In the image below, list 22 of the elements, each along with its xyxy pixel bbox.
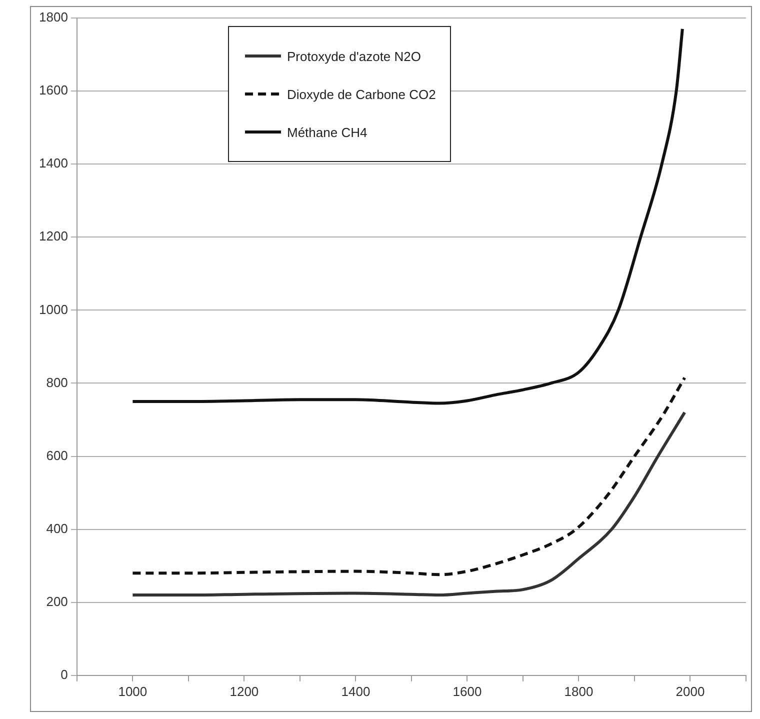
x-tick-label: 1400 [341,684,370,699]
x-tick-label: 1000 [118,684,148,699]
legend-label: Méthane CH4 [287,124,368,140]
y-tick-label: 1600 [39,82,68,98]
line-series [131,27,684,405]
legend-label: Protoxyde d'azote N2O [287,48,421,64]
y-tick-label: 1200 [39,228,68,244]
x-tick-label: 1800 [564,684,594,699]
x-tick-label: 1200 [230,684,259,699]
x-tick-label: 2000 [676,684,705,699]
y-tick-label: 1800 [39,10,68,25]
y-tick-label: 600 [46,448,68,463]
y-tick-label: 0 [60,666,68,682]
y-tick-label: 800 [46,374,68,390]
y-tick-label: 1400 [39,156,68,171]
x-tick-label: 1600 [452,684,482,699]
y-tick-label: 200 [46,594,68,609]
y-tick-label: 400 [46,520,68,536]
legend-label: Dioxyde de Carbone CO2 [287,86,436,102]
line-series [131,376,686,576]
y-tick-label: 1000 [39,302,68,317]
line-series [131,410,686,597]
